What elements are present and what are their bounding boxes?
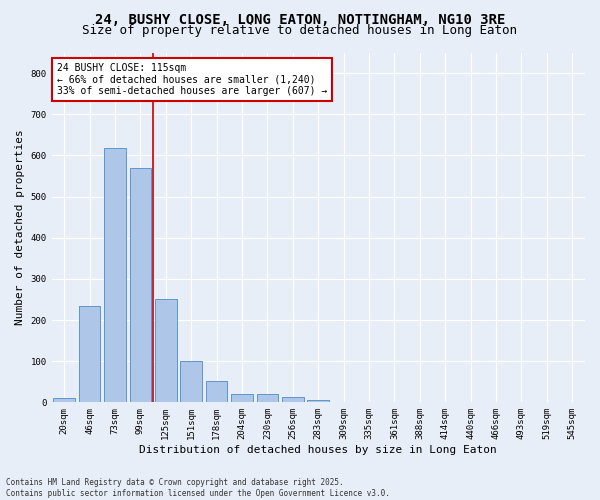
Bar — [181, 361, 202, 403]
Bar — [282, 397, 304, 402]
Text: 24, BUSHY CLOSE, LONG EATON, NOTTINGHAM, NG10 3RE: 24, BUSHY CLOSE, LONG EATON, NOTTINGHAM,… — [95, 12, 505, 26]
Bar — [104, 148, 126, 402]
Bar — [257, 394, 278, 402]
Bar — [79, 306, 100, 402]
Text: Contains HM Land Registry data © Crown copyright and database right 2025.
Contai: Contains HM Land Registry data © Crown c… — [6, 478, 390, 498]
Bar — [231, 394, 253, 402]
Bar — [155, 299, 176, 403]
Bar — [53, 398, 75, 402]
Y-axis label: Number of detached properties: Number of detached properties — [15, 130, 25, 326]
Text: 24 BUSHY CLOSE: 115sqm
← 66% of detached houses are smaller (1,240)
33% of semi-: 24 BUSHY CLOSE: 115sqm ← 66% of detached… — [57, 63, 327, 96]
X-axis label: Distribution of detached houses by size in Long Eaton: Distribution of detached houses by size … — [139, 445, 497, 455]
Bar — [206, 381, 227, 402]
Bar — [130, 168, 151, 402]
Text: Size of property relative to detached houses in Long Eaton: Size of property relative to detached ho… — [83, 24, 517, 37]
Bar — [307, 400, 329, 402]
